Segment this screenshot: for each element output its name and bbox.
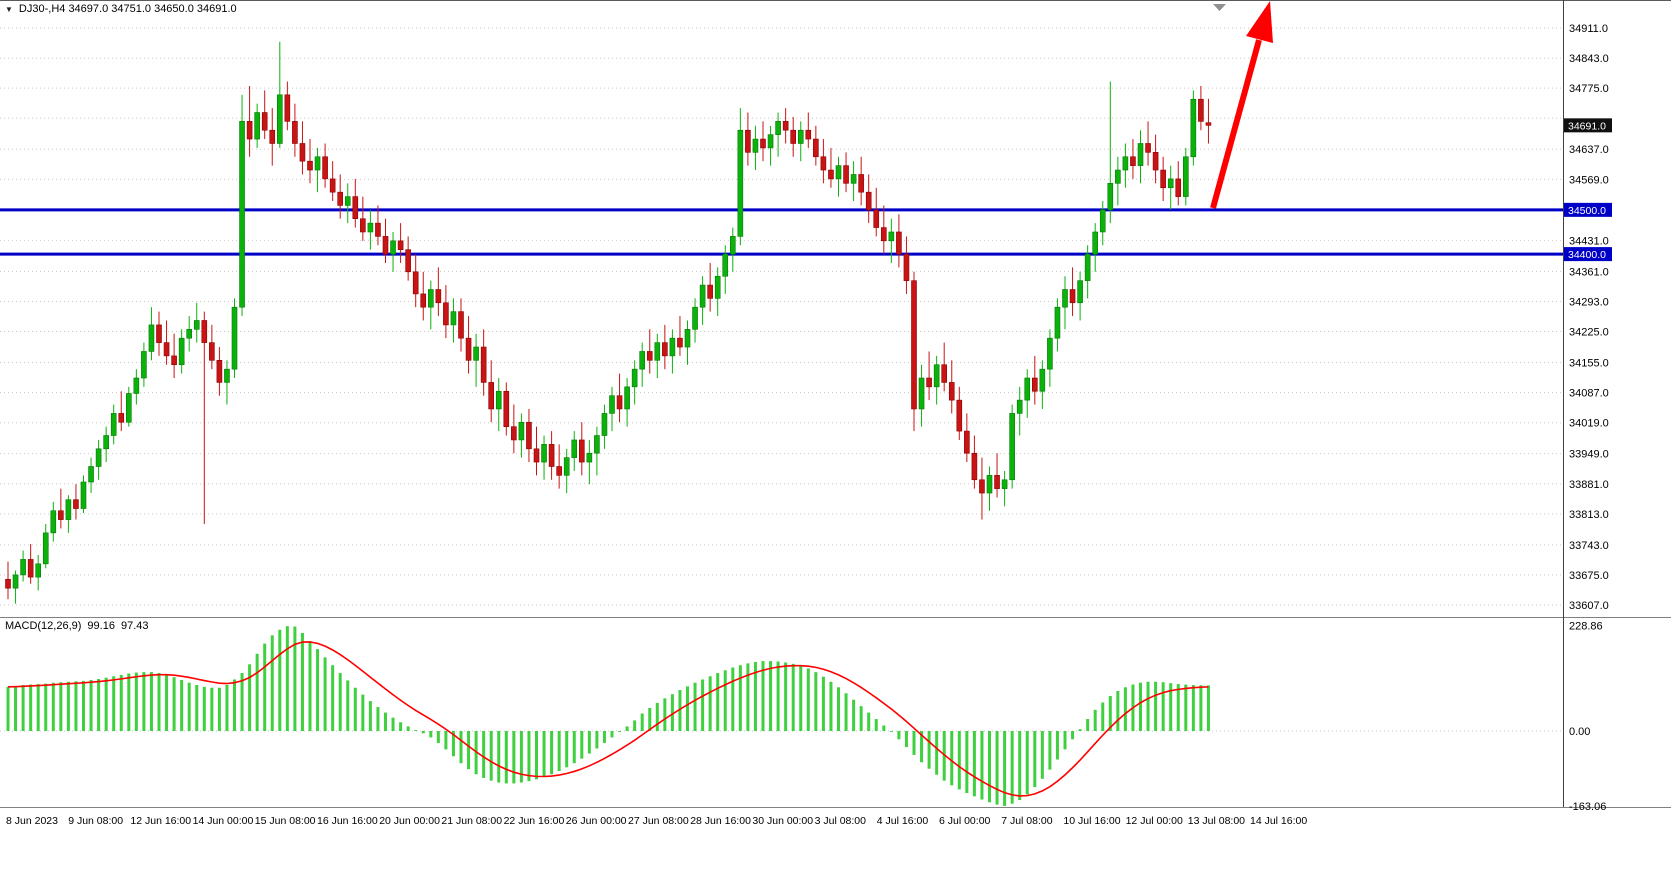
chart-symbol-ohlc: DJ30-,H4 34697.0 34751.0 34650.0 34691.0: [18, 3, 237, 15]
level-price-tag-34400.0: 34400.0: [1564, 247, 1612, 262]
svg-text:22 Jun 16:00: 22 Jun 16:00: [504, 815, 565, 827]
svg-text:26 Jun 00:00: 26 Jun 00:00: [566, 815, 627, 827]
svg-text:12 Jul 00:00: 12 Jul 00:00: [1126, 815, 1183, 827]
svg-text:7 Jul 08:00: 7 Jul 08:00: [1001, 815, 1053, 827]
svg-text:13 Jul 08:00: 13 Jul 08:00: [1188, 815, 1245, 827]
macd-indicator-label: MACD(12,26,9) 99.16 97.43: [5, 620, 148, 632]
svg-text:34911.0: 34911.0: [1569, 23, 1608, 35]
svg-text:-163.06: -163.06: [1569, 801, 1606, 813]
svg-text:33675.0: 33675.0: [1569, 570, 1609, 582]
svg-text:14 Jul 16:00: 14 Jul 16:00: [1250, 815, 1307, 827]
svg-text:15 Jun 08:00: 15 Jun 08:00: [255, 815, 316, 827]
svg-text:33881.0: 33881.0: [1569, 479, 1609, 491]
svg-text:34843.0: 34843.0: [1569, 53, 1609, 65]
macd-name: MACD(12,26,9): [5, 620, 82, 632]
svg-text:14 Jun 00:00: 14 Jun 00:00: [193, 815, 254, 827]
svg-text:34637.0: 34637.0: [1569, 144, 1609, 156]
price-axis[interactable]: 34911.0 34843.0 34775.0 34637.0 34569.0 34431…: [1569, 23, 1609, 813]
macd-main-value: 99.16: [87, 620, 115, 632]
svg-text:9 Jun 08:00: 9 Jun 08:00: [68, 815, 123, 827]
current-price-tag: 34691.0: [1564, 118, 1612, 133]
svg-text:34500.0: 34500.0: [1568, 205, 1606, 217]
svg-text:21 Jun 08:00: 21 Jun 08:00: [441, 815, 502, 827]
svg-text:33607.0: 33607.0: [1569, 600, 1609, 612]
svg-text:8 Jun 2023: 8 Jun 2023: [6, 815, 58, 827]
grid-lines: [0, 27, 1563, 732]
svg-text:33813.0: 33813.0: [1569, 509, 1609, 521]
candlesticks: [5, 41, 1212, 604]
svg-text:33949.0: 33949.0: [1569, 449, 1609, 461]
svg-text:28 Jun 16:00: 28 Jun 16:00: [690, 815, 751, 827]
svg-text:34569.0: 34569.0: [1569, 174, 1609, 186]
chart-shift-marker-icon[interactable]: [1213, 4, 1226, 11]
svg-text:34431.0: 34431.0: [1569, 235, 1609, 247]
svg-text:20 Jun 00:00: 20 Jun 00:00: [379, 815, 440, 827]
level-price-tag-34500.0: 34500.0: [1564, 202, 1612, 217]
chart-title: ▼ DJ30-,H4 34697.0 34751.0 34650.0 34691…: [5, 3, 237, 15]
svg-text:3 Jul 08:00: 3 Jul 08:00: [815, 815, 867, 827]
svg-text:30 Jun 00:00: 30 Jun 00:00: [752, 815, 813, 827]
svg-text:33743.0: 33743.0: [1569, 540, 1609, 552]
svg-text:34087.0: 34087.0: [1569, 388, 1609, 400]
svg-text:12 Jun 16:00: 12 Jun 16:00: [130, 815, 191, 827]
macd-signal-line: [7, 641, 1209, 797]
svg-text:34293.0: 34293.0: [1569, 296, 1609, 308]
svg-text:27 Jun 08:00: 27 Jun 08:00: [628, 815, 689, 827]
macd-signal-value: 97.43: [120, 620, 149, 632]
svg-text:34400.0: 34400.0: [1568, 249, 1606, 261]
chart-dropdown-icon[interactable]: ▼: [5, 4, 13, 14]
svg-text:34155.0: 34155.0: [1569, 358, 1609, 370]
macd-histogram: [6, 626, 1210, 806]
svg-text:34691.0: 34691.0: [1568, 120, 1606, 132]
svg-text:228.86: 228.86: [1569, 621, 1603, 633]
trend-arrow[interactable]: [1210, 1, 1273, 209]
svg-text:10 Jul 16:00: 10 Jul 16:00: [1063, 815, 1120, 827]
svg-text:16 Jun 16:00: 16 Jun 16:00: [317, 815, 378, 827]
time-axis[interactable]: 8 Jun 2023 9 Jun 08:00 12 Jun 16:00 14 Jun …: [6, 815, 1307, 827]
svg-text:0.00: 0.00: [1569, 726, 1590, 738]
svg-text:34361.0: 34361.0: [1569, 266, 1609, 278]
svg-text:6 Jul 00:00: 6 Jul 00:00: [939, 815, 991, 827]
svg-text:34225.0: 34225.0: [1569, 327, 1609, 339]
svg-text:34775.0: 34775.0: [1569, 83, 1609, 95]
svg-text:34019.0: 34019.0: [1569, 418, 1609, 430]
svg-text:4 Jul 16:00: 4 Jul 16:00: [877, 815, 929, 827]
